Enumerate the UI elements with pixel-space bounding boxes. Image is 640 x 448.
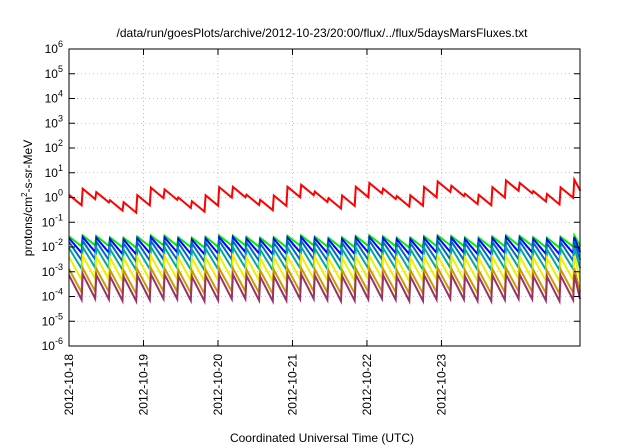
y-tick-label: 10-5 — [42, 311, 63, 328]
y-tick-label: 10-6 — [42, 336, 63, 353]
y-tick-label: 103 — [45, 113, 63, 130]
y-axis-label-rest: -s-sr-MeV — [21, 140, 35, 193]
y-axis-label-sup: 2 — [20, 192, 29, 197]
x-tick-label: 2012-10-18 — [62, 354, 76, 416]
series-line-0 — [68, 176, 581, 215]
y-axis-label-base: protons/cm — [21, 197, 35, 256]
series-line-1 — [68, 232, 581, 250]
y-tick-label: 104 — [45, 89, 63, 106]
y-tick-label: 10-2 — [42, 237, 63, 254]
y-tick-label: 10-3 — [42, 262, 63, 279]
y-tick-labels: 106 105 104 103 102 101 100 10-1 10-2 10-3 10-4 10-… — [42, 39, 63, 353]
y-tick-label: 106 — [45, 39, 63, 56]
x-tick-label: 2012-10-20 — [211, 354, 225, 416]
x-axis-label: Coordinated Universal Time (UTC) — [230, 431, 414, 445]
x-tick-label: 2012-10-22 — [360, 354, 374, 416]
plot-frame — [68, 48, 581, 347]
y-tick-label: 102 — [45, 138, 63, 155]
x-tick-label: 2012-10-23 — [434, 354, 448, 416]
x-tick-labels: 2012-10-18 2012-10-19 2012-10-20 2012-10-21… — [62, 354, 448, 416]
y-tick-label: 100 — [45, 188, 63, 205]
x-tick-label: 2012-10-21 — [285, 354, 299, 416]
series-line-7 — [68, 270, 581, 306]
y-tick-label: 101 — [45, 163, 63, 180]
y-tick-label: 105 — [45, 64, 63, 81]
x-tick-label: 2012-10-19 — [136, 354, 150, 416]
y-tick-label: 10-1 — [42, 212, 63, 229]
y-axis-label: protons/cm2-s-sr-MeV — [20, 140, 35, 256]
series-layer — [68, 176, 581, 306]
chart-title: /data/run/goesPlots/archive/2012-10-23/2… — [117, 26, 529, 40]
y-tick-label: 10-4 — [42, 287, 63, 304]
